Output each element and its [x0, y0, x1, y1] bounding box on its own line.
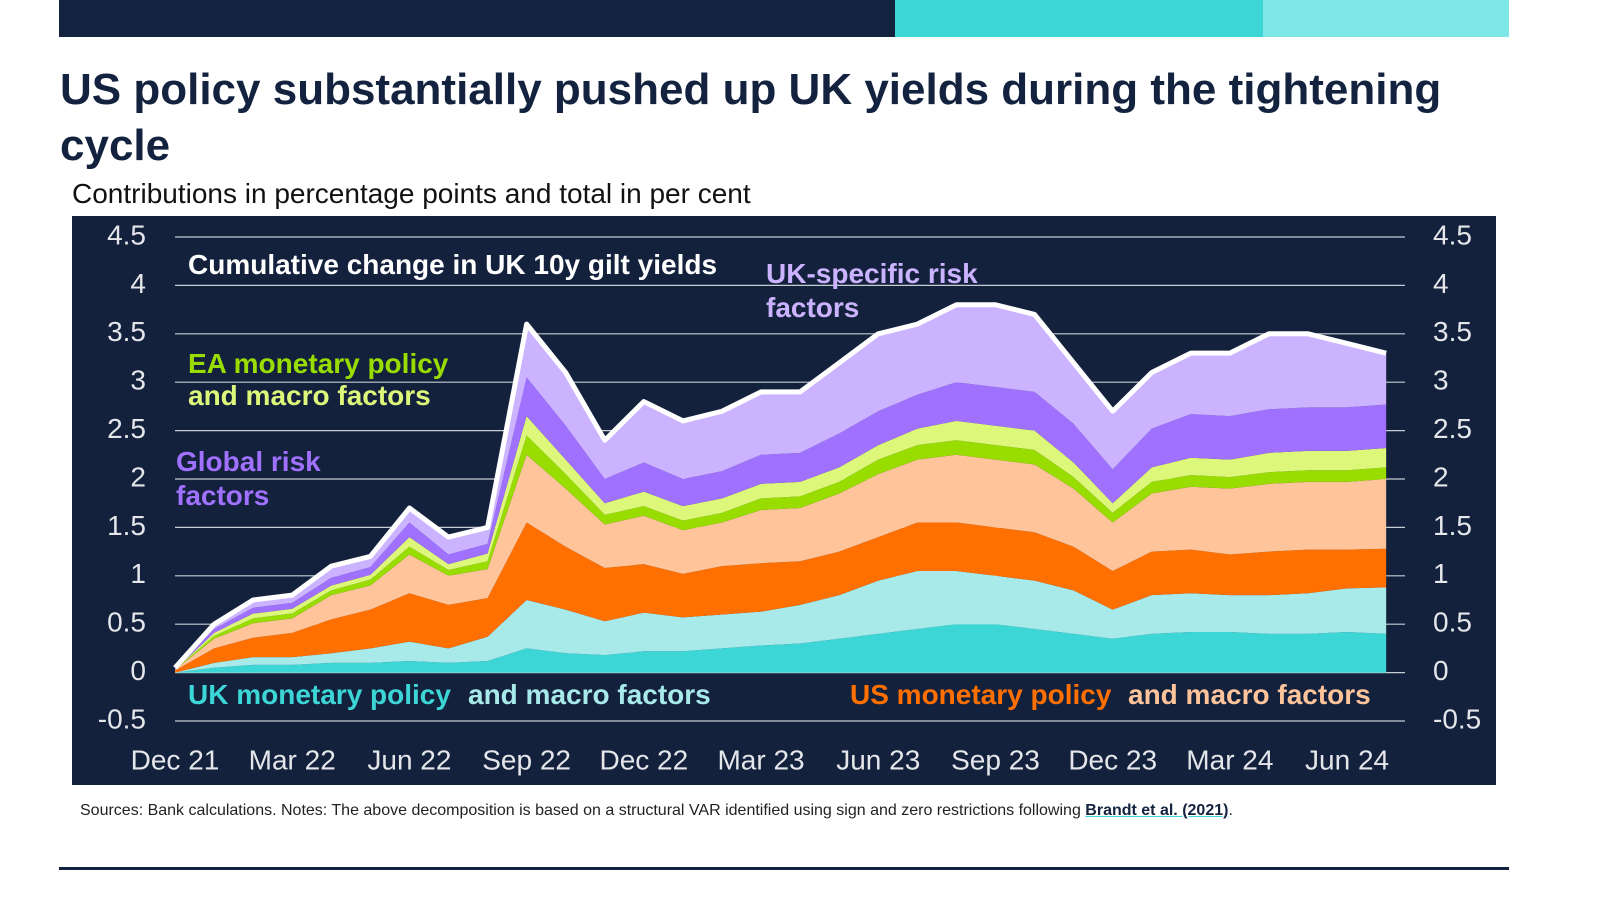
y-tick-label: 4.5: [107, 219, 146, 250]
x-tick-label: Sep 22: [482, 744, 571, 775]
series-label: and macro factors: [188, 380, 431, 411]
y2-tick-label: 2.5: [1433, 413, 1472, 444]
y2-tick-label: -0.5: [1433, 703, 1481, 734]
x-tick-label: Dec 21: [131, 744, 220, 775]
y2-tick-label: 0.5: [1433, 607, 1472, 638]
y2-tick-label: 2: [1433, 461, 1449, 492]
y-tick-label: 3.5: [107, 316, 146, 347]
x-tick-label: Sep 23: [951, 744, 1040, 775]
y2-tick-label: 1: [1433, 558, 1449, 589]
series-label: EA monetary policy: [188, 348, 449, 379]
x-tick-label: Dec 23: [1068, 744, 1157, 775]
y2-tick-label: 4.5: [1433, 219, 1472, 250]
total-line: [173, 302, 1387, 670]
footnote: Sources: Bank calculations. Notes: The a…: [80, 802, 1233, 820]
x-tick-label: Jun 23: [836, 744, 920, 775]
footnote-end: .: [1228, 802, 1233, 819]
area: [175, 624, 1387, 673]
y-tick-label: 2: [130, 461, 146, 492]
series-label: UK-specific risk factors: [766, 258, 978, 323]
header-bar: [1263, 0, 1509, 37]
x-tick-label: Jun 24: [1305, 744, 1389, 775]
y2-tick-label: 3.5: [1433, 316, 1472, 347]
series-label: UK monetary policy: [188, 679, 451, 710]
series-label: Global risk factors: [176, 446, 321, 511]
y2-tick-label: 4: [1433, 268, 1449, 299]
series-label: and macro factors: [468, 679, 711, 710]
chart-subtitle: Contributions in percentage points and t…: [72, 178, 751, 209]
y-tick-label: 4: [130, 268, 146, 299]
slide-title: US policy substantially pushed up UK yie…: [60, 65, 1442, 170]
header-bar: [895, 0, 1263, 37]
y-tick-label: 1: [130, 558, 146, 589]
y-tick-label: 0.5: [107, 607, 146, 638]
area: [175, 435, 1387, 670]
y-tick-label: 0: [130, 655, 146, 686]
x-tick-label: Dec 22: [599, 744, 688, 775]
area: [175, 570, 1387, 673]
series-label: and macro factors: [1128, 679, 1371, 710]
series-label: US monetary policy: [850, 679, 1112, 710]
y-tick-label: 1.5: [107, 510, 146, 541]
x-tick-label: Mar 24: [1186, 744, 1273, 775]
x-tick-label: Jun 22: [367, 744, 451, 775]
header-bar: [59, 0, 895, 37]
y2-tick-label: 3: [1433, 365, 1449, 396]
series-label: Cumulative change in UK 10y gilt yields: [188, 249, 718, 280]
footer-rule: [59, 867, 1509, 870]
y2-tick-label: 1.5: [1433, 510, 1472, 541]
y2-tick-label: 0: [1433, 655, 1449, 686]
x-tick-label: Mar 23: [717, 744, 804, 775]
area: [175, 522, 1387, 673]
footnote-link[interactable]: Brandt et al. (2021): [1085, 802, 1229, 819]
x-tick-label: Mar 22: [249, 744, 336, 775]
y-tick-label: 2.5: [107, 413, 146, 444]
area: [175, 304, 1387, 669]
area: [175, 377, 1387, 670]
footnote-text: Sources: Bank calculations. Notes: The a…: [80, 802, 1086, 819]
area: [175, 416, 1387, 670]
y-tick-label: -0.5: [98, 703, 146, 734]
y-tick-label: 3: [130, 365, 146, 396]
area: [175, 454, 1387, 671]
